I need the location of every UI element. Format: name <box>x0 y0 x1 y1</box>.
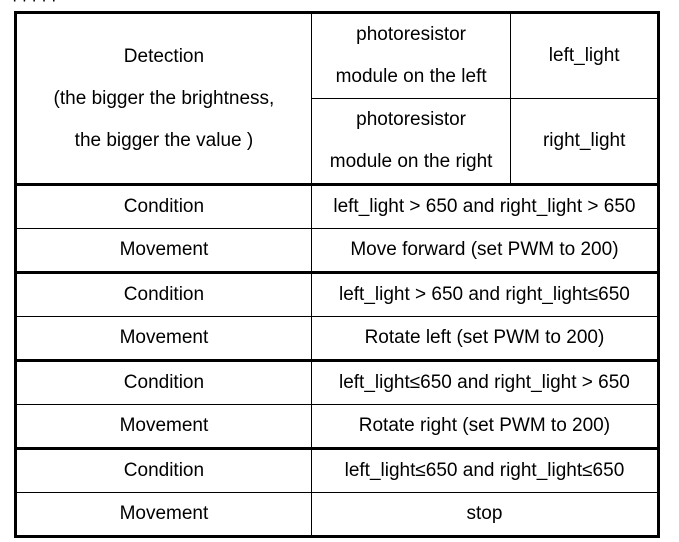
condition-label: Condition <box>15 183 312 229</box>
condition-value: left_light > 650 and right_light > 650 <box>310 183 660 229</box>
movement-row: Movement Move forward (set PWM to 200) <box>15 228 660 273</box>
movement-row: Movement Rotate right (set PWM to 200) <box>15 404 660 449</box>
condition-label: Condition <box>15 359 312 405</box>
condition-row: Condition left_light≤650 and right_light… <box>15 447 660 493</box>
detection-note-line1: (the bigger the brightness, <box>53 87 275 109</box>
condition-row: Condition left_light > 650 and right_lig… <box>15 271 660 317</box>
right-sensor-desc-line1: photoresistor <box>356 109 467 130</box>
right-sensor-variable: right_light <box>510 98 659 185</box>
left-sensor-description: photoresistor module on the left <box>310 12 512 99</box>
movement-value: stop <box>310 492 660 537</box>
left-sensor-desc-line1: photoresistor <box>356 24 467 45</box>
condition-value: left_light > 650 and right_light≤650 <box>310 271 660 317</box>
movement-label: Movement <box>15 228 312 273</box>
right-sensor-description: photoresistor module on the right <box>310 98 512 185</box>
movement-label: Movement <box>15 492 312 537</box>
movement-label: Movement <box>15 404 312 449</box>
movement-row: Movement Rotate left (set PWM to 200) <box>15 316 660 361</box>
detection-cell: Detection (the bigger the brightness, th… <box>15 12 312 185</box>
condition-label: Condition <box>15 271 312 317</box>
header-row-right: photoresistor module on the right right_… <box>16 98 659 185</box>
condition-value: left_light≤650 and right_light > 650 <box>310 359 660 405</box>
header-row-left: Detection (the bigger the brightness, th… <box>15 12 659 185</box>
movement-row: Movement stop <box>15 492 660 537</box>
condition-row: Condition left_light≤650 and right_light… <box>15 359 660 405</box>
condition-row: Condition left_light > 650 and right_lig… <box>15 183 660 229</box>
condition-value: left_light≤650 and right_light≤650 <box>310 447 660 493</box>
detection-title: Detection <box>123 45 205 67</box>
movement-value: Rotate left (set PWM to 200) <box>310 316 660 361</box>
condition-label: Condition <box>15 447 312 493</box>
cropped-top-text: · · · · · <box>12 0 56 2</box>
left-sensor-variable: left_light <box>510 12 659 99</box>
detection-movement-table: Detection (the bigger the brightness, th… <box>14 11 660 538</box>
movement-value: Rotate right (set PWM to 200) <box>310 404 660 449</box>
right-sensor-desc-line2: module on the right <box>329 151 493 172</box>
left-sensor-desc-line2: module on the left <box>335 66 487 87</box>
movement-value: Move forward (set PWM to 200) <box>310 228 660 273</box>
movement-label: Movement <box>15 316 312 361</box>
detection-note-line2: the bigger the value ) <box>74 129 254 151</box>
